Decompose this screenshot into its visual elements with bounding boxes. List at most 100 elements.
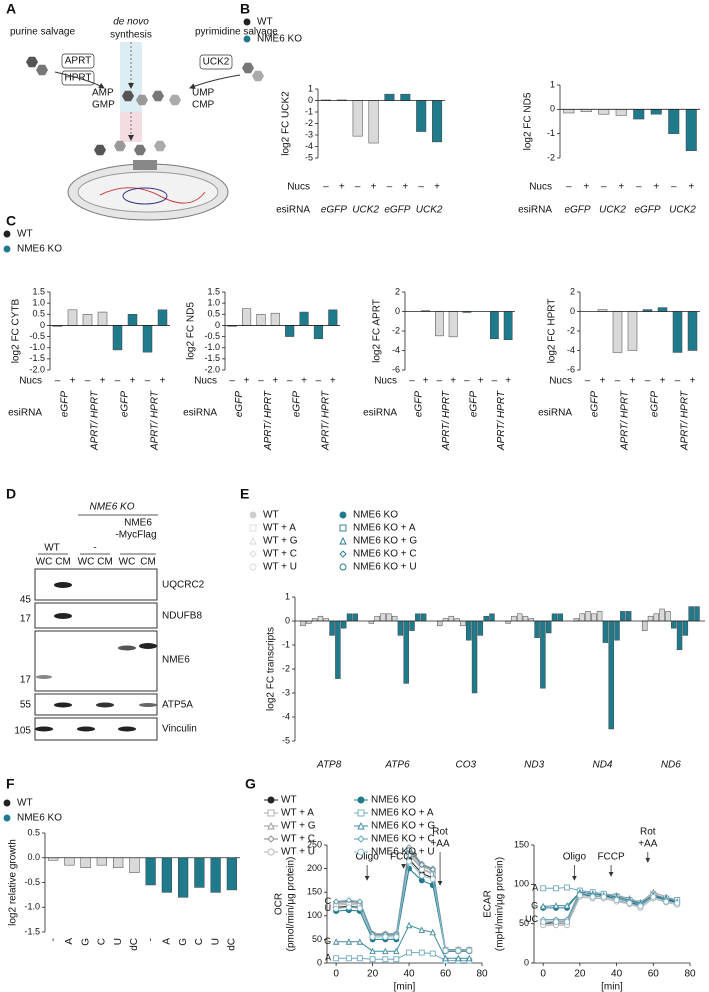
y-tick-label: -0.5 xyxy=(204,331,220,341)
marker xyxy=(442,954,449,962)
x-tick-label: CO3 xyxy=(456,760,477,771)
nucleotide: GMP xyxy=(92,100,115,111)
group-label: eGFP xyxy=(564,205,590,216)
x-tick-label: + xyxy=(244,376,250,387)
bar xyxy=(368,100,379,144)
x-tick-label: 80 xyxy=(684,969,696,980)
bar xyxy=(435,311,444,337)
y-axis-label: log2 FC UCK2 xyxy=(281,91,292,156)
bar xyxy=(490,311,499,340)
bar xyxy=(80,857,91,868)
marker xyxy=(637,903,644,910)
legend-label: WT + U xyxy=(263,562,297,573)
bar xyxy=(596,611,603,622)
x-tick-label: – xyxy=(229,376,235,387)
bar xyxy=(335,620,341,679)
band xyxy=(139,643,157,649)
pathway-diagram: purine salvage de novo synthesis pyrimid… xyxy=(10,17,278,221)
bar xyxy=(397,620,404,636)
y-tick-label: -2.0 xyxy=(204,364,220,374)
marker xyxy=(455,954,462,962)
lane-label: WC xyxy=(36,557,53,568)
molecule xyxy=(94,144,106,156)
marker xyxy=(393,934,400,940)
bar xyxy=(694,606,700,622)
lane-label: CM xyxy=(140,557,156,568)
x-tick-label: – xyxy=(675,376,681,387)
bar xyxy=(432,100,443,143)
y-tick-label: 0 xyxy=(524,957,529,967)
legend-marker xyxy=(249,563,257,571)
legend-marker xyxy=(267,835,275,843)
bar xyxy=(436,620,443,627)
lane-label: WC xyxy=(78,557,95,568)
bar xyxy=(386,613,392,622)
marker xyxy=(332,898,340,905)
y-tick-label: 50 xyxy=(312,934,322,944)
x-tick-label: 40 xyxy=(403,969,415,980)
x-tick-label: + xyxy=(272,376,278,387)
x-tick-label: + xyxy=(402,182,408,193)
marker xyxy=(382,956,389,963)
bar xyxy=(657,307,668,312)
bar xyxy=(676,620,683,651)
complex xyxy=(133,160,157,170)
x-tick-label: + xyxy=(423,376,429,387)
group-label: eGFP xyxy=(234,391,245,417)
enzyme-box xyxy=(199,54,233,70)
label: synthesis xyxy=(110,30,152,41)
y-tick-label: -6 xyxy=(392,364,400,374)
y-tick-label: 200 xyxy=(307,863,322,873)
group-label: APRT/ HPRT xyxy=(496,390,507,451)
y-axis-label: log2 FC APRT xyxy=(372,299,383,363)
y-tick-label: -5 xyxy=(282,735,290,745)
legend-label: NME6 KO xyxy=(353,510,398,521)
marker xyxy=(333,955,340,962)
injection-label: +AA xyxy=(430,839,450,850)
x-tick-label: A xyxy=(162,938,173,945)
y-tick-label: 150 xyxy=(514,839,529,849)
bar xyxy=(299,311,309,326)
x-tick-label: – xyxy=(409,376,415,387)
legend-marker xyxy=(339,550,347,558)
x-tick-label: + xyxy=(618,182,624,193)
group-label: UCK2 xyxy=(416,205,443,216)
x-tick-label: ATP6 xyxy=(384,760,410,771)
series-tag: A xyxy=(532,883,538,893)
protein-label: NME6 xyxy=(162,655,190,666)
band xyxy=(54,702,72,708)
y-tick-label: 0.5 xyxy=(27,827,40,837)
nucleotide: CMP xyxy=(192,100,215,111)
bar xyxy=(557,613,564,622)
bar xyxy=(682,620,689,636)
x-tick-label: ND4 xyxy=(592,760,612,771)
bar xyxy=(409,620,415,631)
legend-marker xyxy=(249,536,257,545)
x-tick-label: – xyxy=(323,182,329,193)
marker xyxy=(369,934,376,940)
x-tick-label: + xyxy=(371,182,377,193)
legend-marker xyxy=(3,799,11,807)
nucleotide: AMP xyxy=(92,88,114,99)
x-tick-label: + xyxy=(600,376,606,387)
band xyxy=(139,703,157,707)
legend-label: NME6 KO xyxy=(257,34,302,45)
x-tick-label: + xyxy=(330,376,336,387)
row-label: esiRNA xyxy=(276,205,310,216)
y-tick-label: 1.0 xyxy=(32,298,45,308)
row-label: Nucs xyxy=(194,376,217,387)
band xyxy=(36,675,52,679)
group-label: APRT/ HPRT xyxy=(441,390,452,451)
band xyxy=(118,645,136,651)
y-tick-label: 1 xyxy=(308,83,313,93)
bar xyxy=(641,620,648,631)
de-novo-band xyxy=(120,112,142,142)
nucleotide: UMP xyxy=(192,88,215,99)
y-tick-label: -0.5 xyxy=(29,331,45,341)
molecule xyxy=(134,144,146,156)
x-axis-label: [min] xyxy=(601,982,623,992)
marker xyxy=(429,866,436,873)
mw-label: 45 xyxy=(20,595,32,606)
marker xyxy=(382,947,389,955)
bar xyxy=(242,308,252,326)
